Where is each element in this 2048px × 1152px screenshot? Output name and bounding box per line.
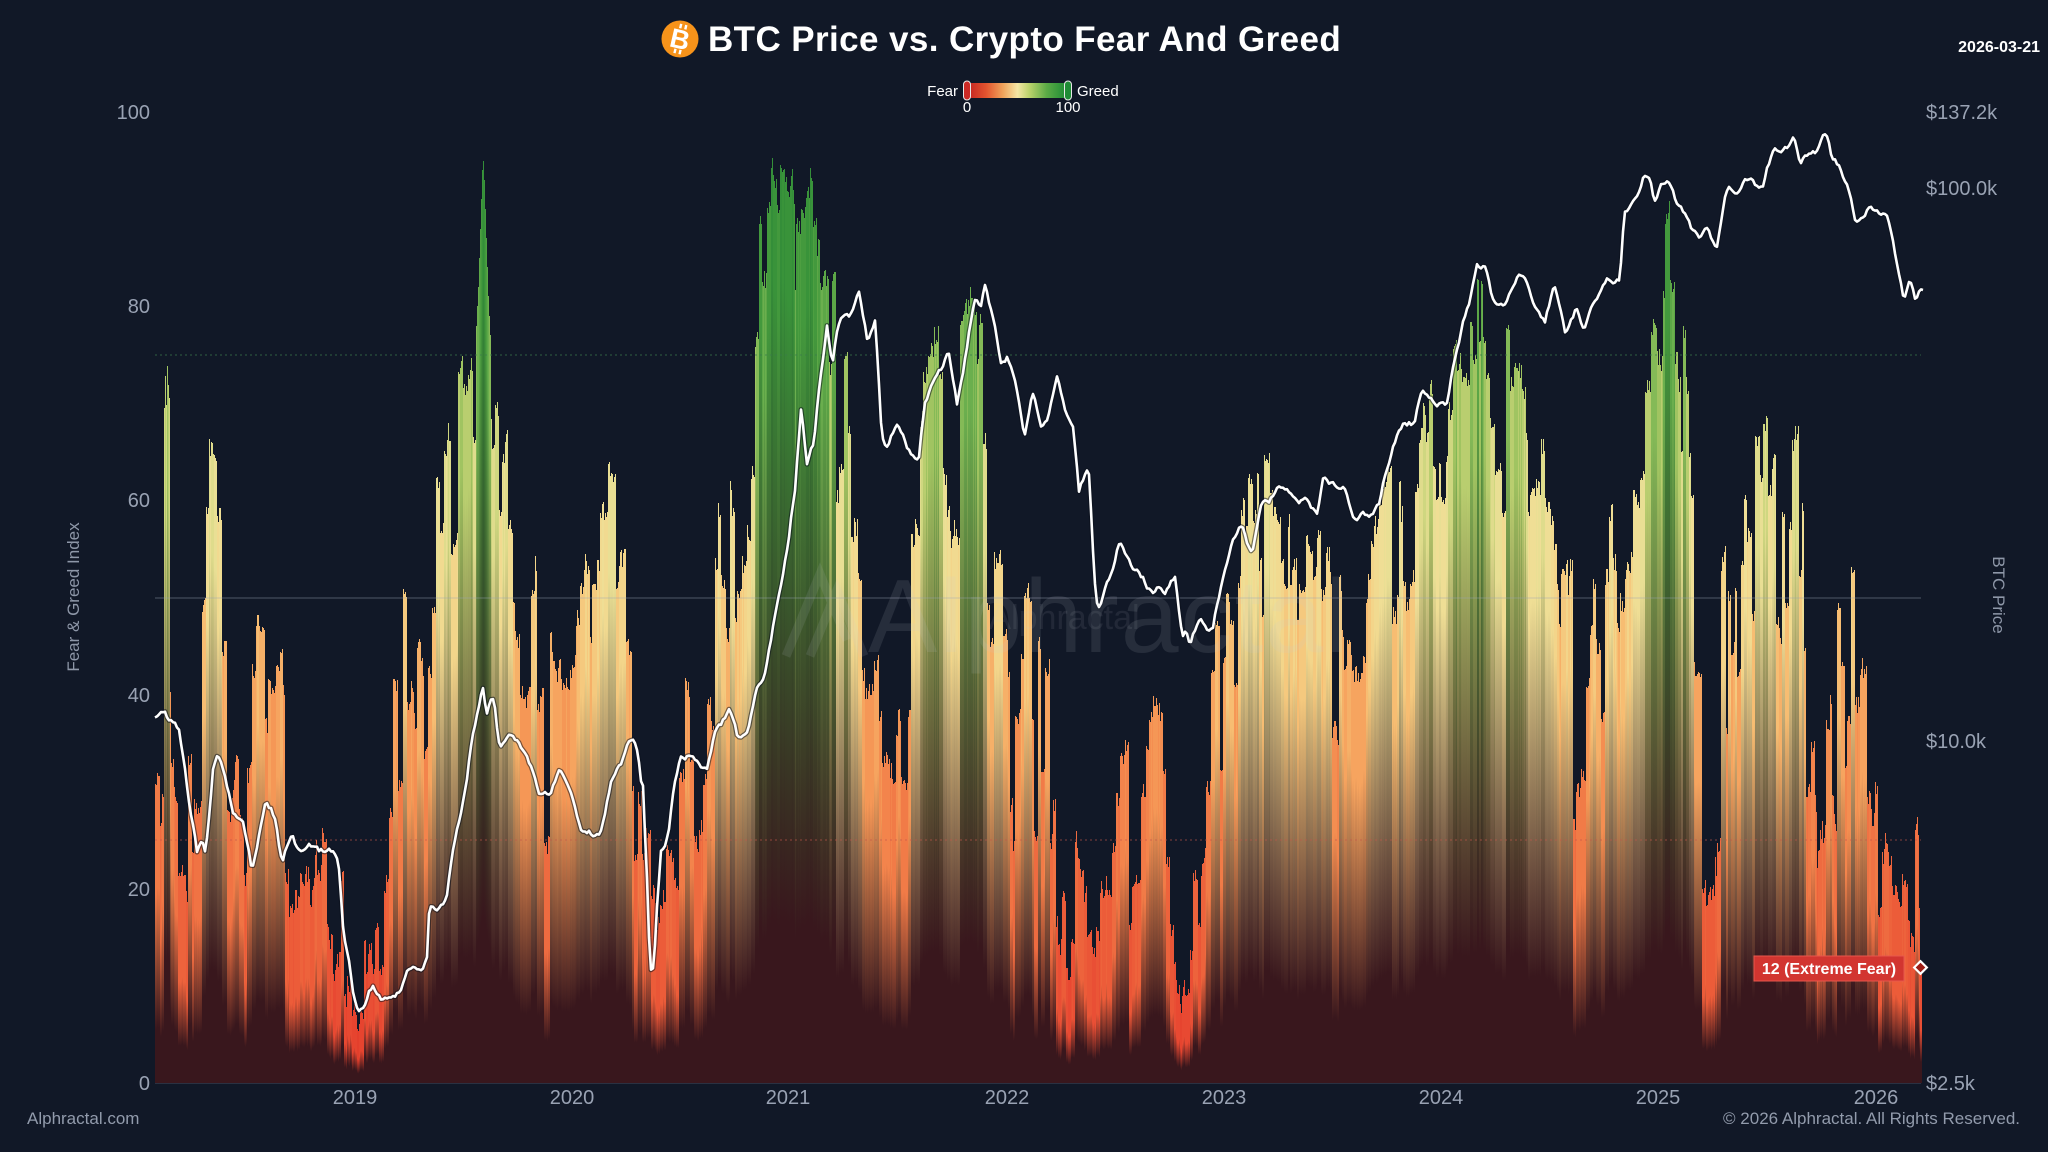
svg-text:Greed: Greed xyxy=(1077,83,1119,100)
svg-text:2023: 2023 xyxy=(1202,1087,1247,1109)
svg-text:© 2026 Alphractal. All Rights: © 2026 Alphractal. All Rights Reserved. xyxy=(1723,1109,2020,1128)
svg-text:2021: 2021 xyxy=(766,1087,811,1109)
svg-text:Alphractal: Alphractal xyxy=(868,559,1350,675)
svg-text:2020: 2020 xyxy=(550,1087,595,1109)
svg-text:100: 100 xyxy=(1055,99,1080,116)
svg-text:2024: 2024 xyxy=(1419,1087,1464,1109)
svg-text:2026: 2026 xyxy=(1854,1087,1899,1109)
svg-text:12 (Extreme Fear): 12 (Extreme Fear) xyxy=(1762,961,1896,978)
svg-text:Alphractal: Alphractal xyxy=(988,599,1139,637)
svg-text:2019: 2019 xyxy=(333,1087,378,1109)
svg-text:60: 60 xyxy=(128,490,150,512)
svg-text:BTC Price vs. Crypto Fear And: BTC Price vs. Crypto Fear And Greed xyxy=(708,20,1341,59)
svg-text:$100.0k: $100.0k xyxy=(1926,178,1998,200)
svg-text:100: 100 xyxy=(117,102,150,124)
svg-text:40: 40 xyxy=(128,685,150,707)
svg-text:$10.0k: $10.0k xyxy=(1926,731,1987,753)
svg-text:2025: 2025 xyxy=(1636,1087,1681,1109)
svg-text:2022: 2022 xyxy=(985,1087,1030,1109)
svg-text:Fear & Greed Index: Fear & Greed Index xyxy=(64,522,83,672)
svg-text:0: 0 xyxy=(963,99,971,116)
svg-text:20: 20 xyxy=(128,879,150,901)
svg-text:0: 0 xyxy=(139,1073,150,1095)
svg-text:BTC Price: BTC Price xyxy=(1989,556,2008,633)
svg-text:80: 80 xyxy=(128,296,150,318)
svg-text:Alphractal.com: Alphractal.com xyxy=(27,1109,139,1128)
svg-text:Fear: Fear xyxy=(927,83,958,100)
svg-text:$2.5k: $2.5k xyxy=(1926,1073,1976,1095)
svg-text:$137.2k: $137.2k xyxy=(1926,102,1998,124)
svg-text:2026-03-21: 2026-03-21 xyxy=(1958,39,2040,56)
